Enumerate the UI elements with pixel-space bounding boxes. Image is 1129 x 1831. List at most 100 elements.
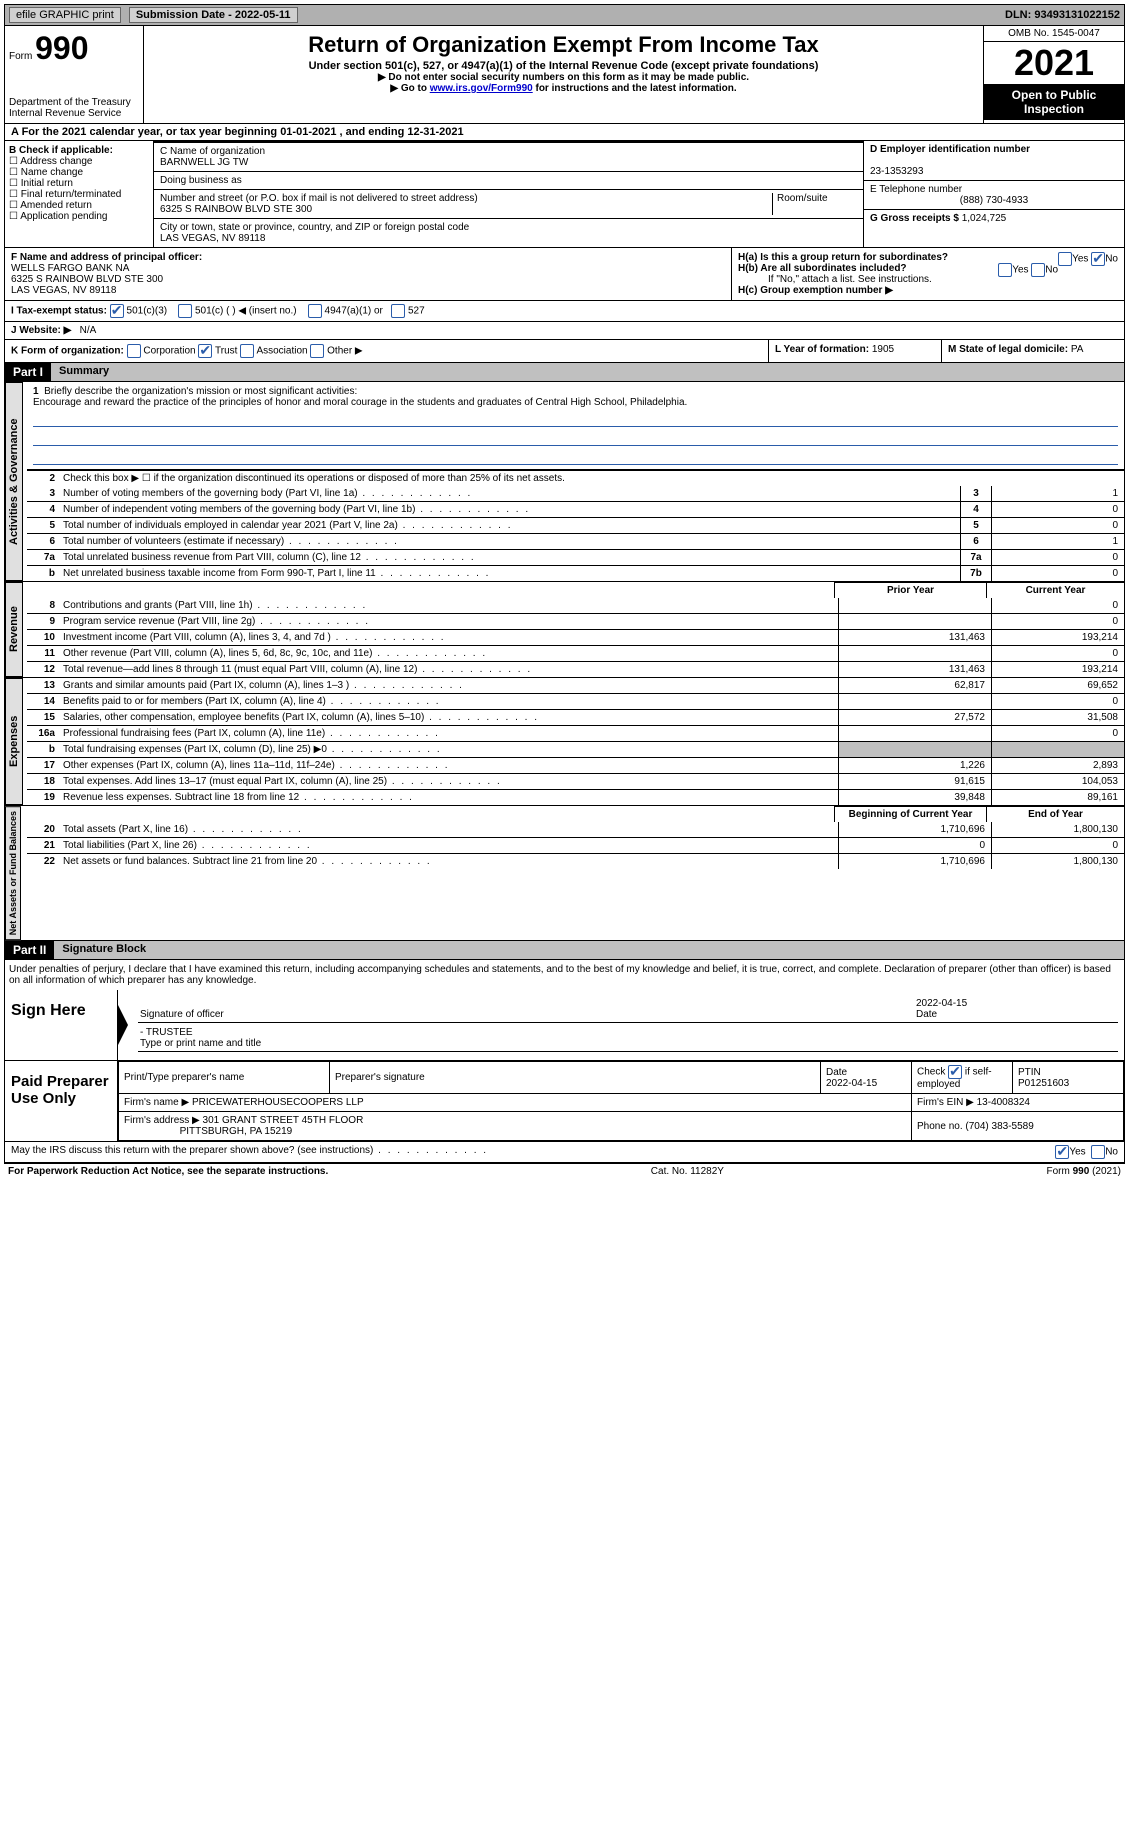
sig-date-value: 2022-04-15 xyxy=(916,998,967,1009)
ha-no[interactable] xyxy=(1091,252,1105,266)
form-number: 990 xyxy=(35,30,88,66)
city-state-zip: LAS VEGAS, NV 89118 xyxy=(160,233,265,244)
summary-revenue: Revenue Prior Year Current Year 8Contrib… xyxy=(4,582,1125,678)
summary-row: 14Benefits paid to or for members (Part … xyxy=(27,693,1124,709)
tax-year: 2021 xyxy=(984,42,1124,84)
check-527[interactable] xyxy=(391,304,405,318)
summary-row: 9Program service revenue (Part VIII, lin… xyxy=(27,613,1124,629)
gross-label: G Gross receipts $ xyxy=(870,213,959,224)
check-assoc[interactable] xyxy=(240,344,254,358)
check-other[interactable] xyxy=(310,344,324,358)
form-subtitle: Under section 501(c), 527, or 4947(a)(1)… xyxy=(148,60,979,72)
check-name-change[interactable]: ☐ Name change xyxy=(9,167,149,178)
discuss-no[interactable] xyxy=(1091,1145,1105,1159)
dba-label: Doing business as xyxy=(160,175,242,186)
h-c: H(c) Group exemption number ▶ xyxy=(738,285,1118,296)
summary-row: 22Net assets or fund balances. Subtract … xyxy=(27,853,1124,869)
prep-date: 2022-04-15 xyxy=(826,1078,877,1089)
dln: DLN: 93493131022152 xyxy=(1005,9,1120,21)
addr-label: Number and street (or P.O. box if mail i… xyxy=(160,193,478,204)
irs-discuss-row: May the IRS discuss this return with the… xyxy=(4,1142,1125,1163)
firm-phone: (704) 383-5589 xyxy=(965,1121,1033,1132)
ein-value: 23-1353293 xyxy=(870,166,923,177)
form-word: Form xyxy=(9,51,32,62)
check-self-employed[interactable]: Check if self-employed xyxy=(912,1062,1013,1094)
part-2-title: Signature Block xyxy=(54,941,1124,959)
summary-row: 21Total liabilities (Part X, line 26)00 xyxy=(27,837,1124,853)
officer-addr1: 6325 S RAINBOW BLVD STE 300 xyxy=(11,274,163,285)
penalties-text: Under penalties of perjury, I declare th… xyxy=(4,960,1125,990)
firm-addr1: 301 GRANT STREET 45TH FLOOR xyxy=(203,1115,364,1126)
officer-addr2: LAS VEGAS, NV 89118 xyxy=(11,285,116,296)
efile-label: efile GRAPHIC print xyxy=(9,7,121,23)
summary-row: 15Salaries, other compensation, employee… xyxy=(27,709,1124,725)
firm-name: PRICEWATERHOUSECOOPERS LLP xyxy=(192,1097,364,1108)
sign-here-section: Sign Here Signature of officer 2022-04-1… xyxy=(4,990,1125,1061)
summary-row: 18Total expenses. Add lines 13–17 (must … xyxy=(27,773,1124,789)
discuss-yes[interactable] xyxy=(1055,1145,1069,1159)
footer: For Paperwork Reduction Act Notice, see … xyxy=(4,1163,1125,1179)
check-trust[interactable] xyxy=(198,344,212,358)
row-k-l-m: K Form of organization: Corporation Trus… xyxy=(4,340,1125,363)
check-troublehad[interactable]: ☐ Application pending xyxy=(9,211,149,222)
summary-row: 8Contributions and grants (Part VIII, li… xyxy=(27,598,1124,613)
omb-number: OMB No. 1545-0047 xyxy=(984,26,1124,42)
vlabel-net: Net Assets or Fund Balances xyxy=(5,806,21,940)
check-amended[interactable]: ☐ Amended return xyxy=(9,200,149,211)
summary-row: 11Other revenue (Part VIII, column (A), … xyxy=(27,645,1124,661)
arrow-icon xyxy=(118,1005,128,1045)
sig-date-label: Date xyxy=(916,1009,937,1020)
check-501c[interactable] xyxy=(178,304,192,318)
ha-yes[interactable] xyxy=(1058,252,1072,266)
summary-row: 6Total number of volunteers (estimate if… xyxy=(27,533,1124,549)
summary-row: 17Other expenses (Part IX, column (A), l… xyxy=(27,757,1124,773)
footer-mid: Cat. No. 11282Y xyxy=(651,1166,724,1177)
room-label: Room/suite xyxy=(777,193,828,204)
check-final-return[interactable]: ☐ Final return/terminated xyxy=(9,189,149,200)
row-a-tax-year: A For the 2021 calendar year, or tax yea… xyxy=(4,124,1125,141)
part-2-header: Part II xyxy=(5,941,54,959)
summary-governance: Activities & Governance 1 Briefly descri… xyxy=(4,382,1125,582)
check-4947[interactable] xyxy=(308,304,322,318)
rev-header: Prior Year Current Year xyxy=(27,582,1124,598)
summary-row: bTotal fundraising expenses (Part IX, co… xyxy=(27,741,1124,757)
form-header: Form 990 Department of the Treasury Inte… xyxy=(4,26,1125,124)
hb-yes[interactable] xyxy=(998,263,1012,277)
h-a: H(a) Is this a group return for subordin… xyxy=(738,252,1118,263)
summary-row: 10Investment income (Part VIII, column (… xyxy=(27,629,1124,645)
paid-preparer-section: Paid Preparer Use Only Print/Type prepar… xyxy=(4,1061,1125,1142)
dept-label: Department of the Treasury Internal Reve… xyxy=(9,97,139,119)
hb-no[interactable] xyxy=(1031,263,1045,277)
summary-row: 12Total revenue—add lines 8 through 11 (… xyxy=(27,661,1124,677)
line-2: Check this box ▶ ☐ if the organization d… xyxy=(59,471,1124,486)
form-title: Return of Organization Exempt From Incom… xyxy=(148,32,979,58)
street-address: 6325 S RAINBOW BLVD STE 300 xyxy=(160,204,312,215)
trustee-name: - TRUSTEE xyxy=(140,1027,193,1038)
check-501c3[interactable] xyxy=(110,304,124,318)
part-1-header: Part I xyxy=(5,363,51,381)
check-corp[interactable] xyxy=(127,344,141,358)
check-initial-return[interactable]: ☐ Initial return xyxy=(9,178,149,189)
summary-expenses: Expenses 13Grants and similar amounts pa… xyxy=(4,678,1125,806)
ptin-value: P01251603 xyxy=(1018,1078,1069,1089)
prep-name-label: Print/Type preparer's name xyxy=(119,1062,330,1094)
paid-preparer-label: Paid Preparer Use Only xyxy=(5,1061,118,1141)
row-j-website: J Website: ▶ N/A xyxy=(4,322,1125,340)
top-bar: efile GRAPHIC print Submission Date - 20… xyxy=(4,4,1125,26)
gross-receipts: 1,024,725 xyxy=(962,213,1007,224)
summary-row: 3Number of voting members of the governi… xyxy=(27,486,1124,501)
phone-value: (888) 730-4933 xyxy=(870,195,1118,206)
irs-link[interactable]: www.irs.gov/Form990 xyxy=(430,83,533,94)
summary-row: 7aTotal unrelated business revenue from … xyxy=(27,549,1124,565)
footer-right: Form 990 (2021) xyxy=(1047,1166,1121,1177)
sign-here-label: Sign Here xyxy=(5,990,118,1060)
vlabel-expenses: Expenses xyxy=(5,678,23,805)
org-name: BARNWELL JG TW xyxy=(160,157,248,168)
summary-row: 4Number of independent voting members of… xyxy=(27,501,1124,517)
row-f-h: F Name and address of principal officer:… xyxy=(4,248,1125,301)
net-header: Beginning of Current Year End of Year xyxy=(27,806,1124,822)
check-address-change[interactable]: ☐ Address change xyxy=(9,156,149,167)
summary-row: 19Revenue less expenses. Subtract line 1… xyxy=(27,789,1124,805)
mission-label: Briefly describe the organization's miss… xyxy=(44,386,357,397)
state-domicile: PA xyxy=(1071,344,1084,355)
